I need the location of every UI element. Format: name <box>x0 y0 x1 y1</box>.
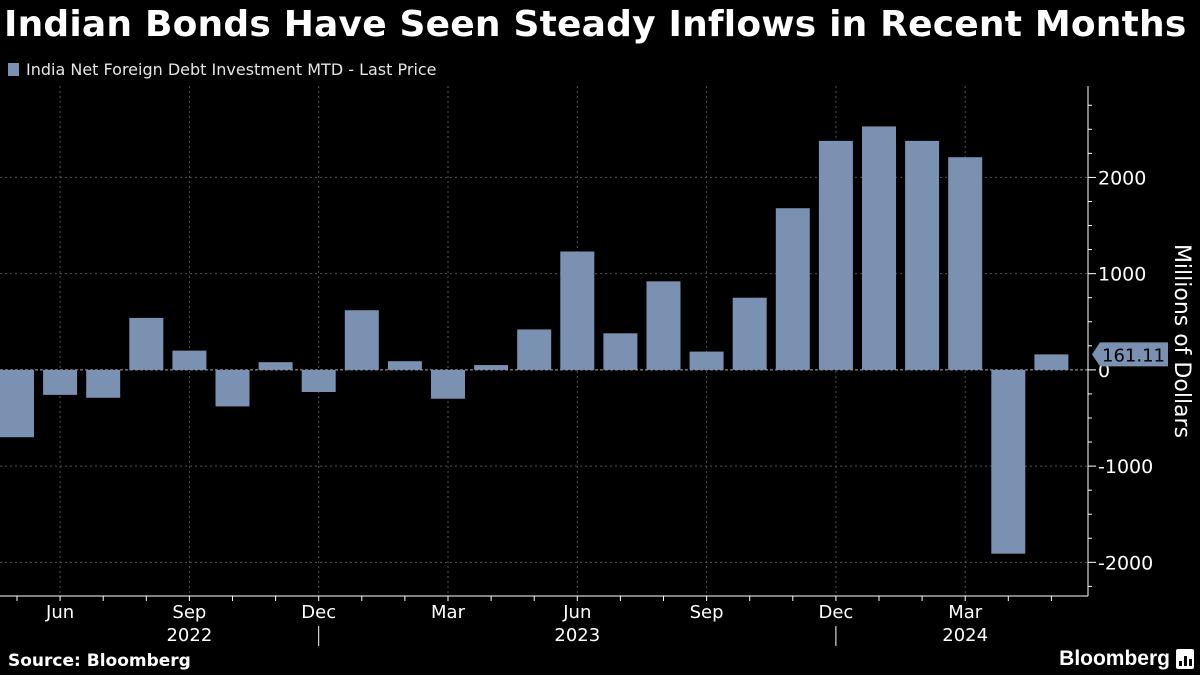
x-tick-label: Mar <box>431 602 466 623</box>
bar <box>301 369 336 392</box>
bar <box>517 329 552 370</box>
x-tick-label: Dec <box>301 602 336 623</box>
bar <box>258 362 293 370</box>
x-year-label: 2023 <box>554 625 600 646</box>
x-year-label: 2024 <box>942 625 988 646</box>
bar <box>603 333 638 370</box>
source-note: Source: Bloomberg <box>8 651 191 671</box>
x-tick-label: Sep <box>172 602 206 623</box>
x-tick-label: Mar <box>948 602 983 623</box>
y-tick-label: -2000 <box>1098 552 1153 574</box>
legend: India Net Foreign Debt Investment MTD - … <box>8 60 437 79</box>
bar <box>86 369 121 398</box>
bar <box>387 361 422 370</box>
chart-title: Indian Bonds Have Seen Steady Inflows in… <box>4 4 1187 45</box>
bar <box>129 317 164 370</box>
last-value-label: 161.11 <box>1102 345 1165 366</box>
bar <box>172 350 207 370</box>
x-year-label: 2022 <box>166 625 212 646</box>
bar <box>646 281 681 370</box>
x-tick-label: Jun <box>45 602 74 623</box>
bar <box>991 369 1026 554</box>
bars-layer <box>0 126 1069 554</box>
bar <box>344 310 379 370</box>
bar <box>818 140 853 370</box>
bar <box>1034 354 1069 370</box>
bar <box>862 126 896 370</box>
x-tick-label: Dec <box>818 602 853 623</box>
bar <box>732 297 767 370</box>
bar <box>775 208 810 370</box>
y-tick-label: 1000 <box>1098 264 1146 286</box>
legend-label: India Net Foreign Debt Investment MTD - … <box>26 60 437 79</box>
y-tick-label: 2000 <box>1098 167 1146 189</box>
legend-swatch <box>8 63 19 76</box>
last-value-tag <box>1092 342 1168 367</box>
bar <box>689 351 724 370</box>
bloomberg-chart-icon <box>1176 649 1194 669</box>
x-tick-label: Sep <box>690 602 724 623</box>
bar <box>474 365 509 370</box>
bar <box>43 369 78 395</box>
bloomberg-logo: Bloomberg <box>1059 647 1170 670</box>
bar <box>905 140 940 370</box>
bar <box>560 251 595 370</box>
bar <box>431 369 465 399</box>
bar <box>215 369 250 407</box>
bar <box>948 157 983 370</box>
y-axis-label: Millions of Dollars <box>1169 244 1194 438</box>
x-tick-label: Jun <box>562 602 591 623</box>
y-tick-label: -1000 <box>1098 456 1153 478</box>
bar <box>0 369 34 438</box>
